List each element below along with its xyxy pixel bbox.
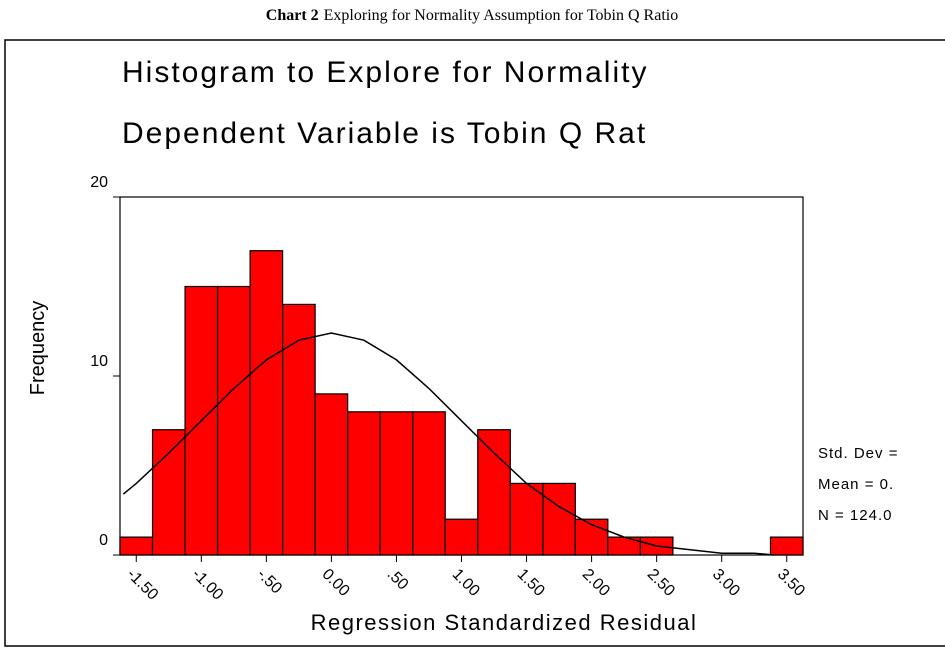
- caption: Chart 2 Exploring for Normality Assumptio…: [266, 7, 678, 24]
- bar: [151, 429, 186, 556]
- x-tick-label: 0.00: [319, 566, 353, 600]
- bar: [444, 518, 479, 556]
- frame: [4, 39, 945, 647]
- bar: [119, 536, 154, 556]
- stat-label: Mean = 0.: [818, 476, 894, 493]
- x-tick-label: .50: [384, 566, 412, 594]
- chart-subtitle: Dependent Variable is Tobin Q Rat: [122, 117, 647, 150]
- x-tick-label: 1.50: [514, 566, 548, 600]
- bar: [412, 411, 446, 556]
- y-axis-label: Frequency: [27, 301, 49, 396]
- y-tick-label: 0: [99, 532, 108, 549]
- x-tick-label: -1.50: [123, 566, 161, 604]
- bar: [769, 536, 804, 556]
- bar: [314, 393, 349, 556]
- y-tick-label: 20: [90, 174, 108, 191]
- bar: [216, 285, 251, 556]
- chart-title: Histogram to Explore for Normality: [122, 56, 648, 89]
- caption-text: Exploring for Normality Assumption for T…: [324, 7, 679, 24]
- bar: [542, 482, 576, 556]
- bar: [379, 411, 414, 556]
- caption-label: Chart 2: [266, 7, 319, 24]
- bar: [509, 482, 544, 556]
- normal-curve: [122, 332, 774, 556]
- x-tick-label: 3.50: [774, 566, 808, 600]
- bar: [282, 303, 316, 556]
- x-tick-label: 3.00: [709, 566, 743, 600]
- x-tick-label: 1.00: [449, 566, 483, 600]
- x-axis-label: Regression Standardized Residual: [311, 610, 698, 635]
- bar: [477, 429, 511, 556]
- x-tick-label: -.50: [254, 566, 286, 598]
- stat-label: Std. Dev =: [818, 445, 898, 462]
- x-tick-label: 2.50: [644, 566, 678, 600]
- stat-label: N = 124.0: [818, 507, 892, 524]
- bar: [249, 250, 284, 556]
- bar: [347, 411, 381, 556]
- x-tick-label: -1.00: [188, 566, 226, 604]
- x-tick-label: 2.00: [579, 566, 613, 600]
- y-tick-label: 10: [90, 353, 108, 370]
